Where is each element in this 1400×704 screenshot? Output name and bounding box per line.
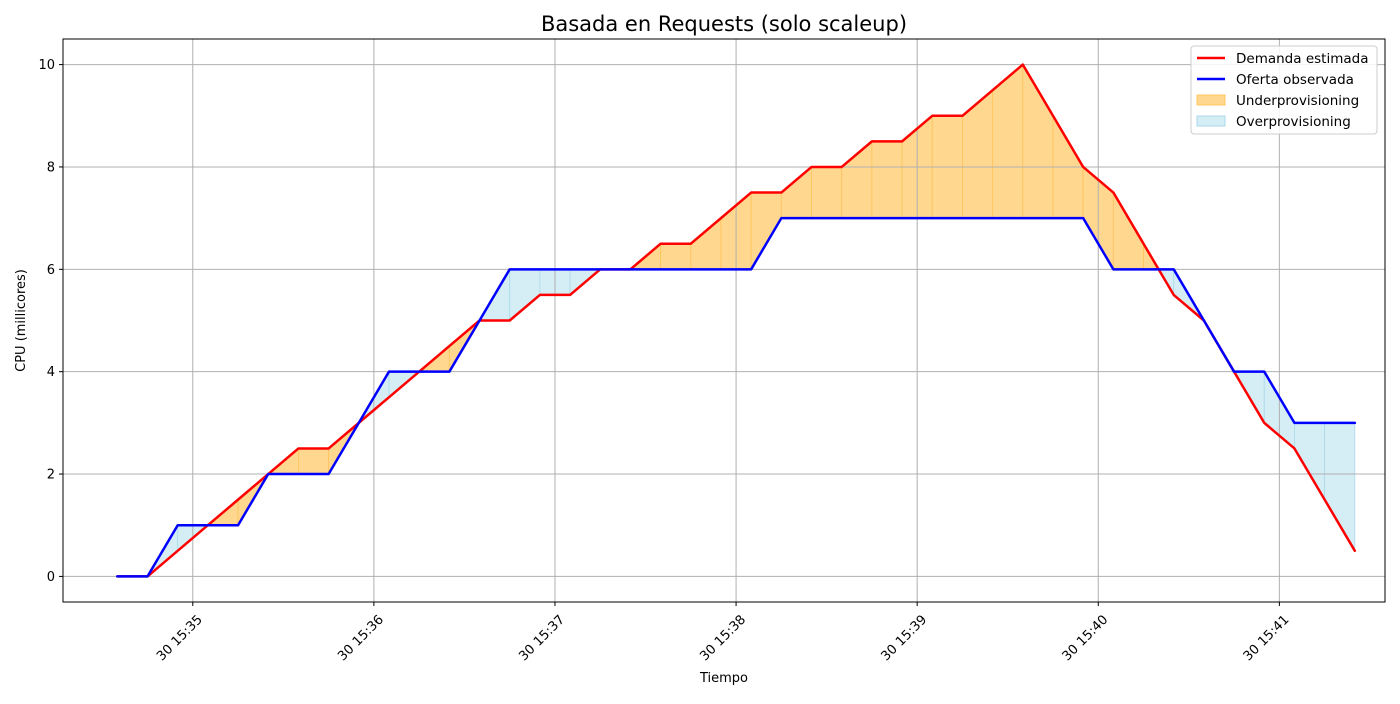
underprovisioning-area [811,166,843,219]
legend-label-overprovisioning: Overprovisioning [1236,114,1351,130]
legend-swatch-underprovisioning [1196,94,1226,106]
series-line-supply [116,216,1357,578]
underprovisioning-area [871,140,903,219]
y-tick-label: 10 [38,58,55,73]
y-tick-label: 0 [47,570,55,585]
underprovisioning-area [660,243,692,270]
legend-label-underprovisioning: Underprovisioning [1236,93,1359,109]
x-axis-label: Tiempo [699,671,748,686]
y-tick-label: 4 [47,365,55,380]
y-tick-label: 6 [47,263,55,278]
legend-box [1190,45,1378,135]
y-axis-label: CPU (millicores) [14,269,29,372]
line-layer [116,63,1357,578]
legend: Demanda estimada Oferta observada Underp… [1190,45,1378,135]
y-tick-label: 8 [47,160,55,175]
legend-label-supply: Oferta observada [1236,72,1354,88]
y-tick-label: 2 [47,468,55,483]
series-line-demand [116,63,1357,578]
legend-label-demand: Demanda estimada [1236,51,1368,67]
underprovisioning-area [298,448,330,475]
plot-frame [62,38,1386,603]
legend-swatch-overprovisioning [1196,115,1226,127]
chart-title: Basada en Requests (solo scaleup) [541,12,907,36]
